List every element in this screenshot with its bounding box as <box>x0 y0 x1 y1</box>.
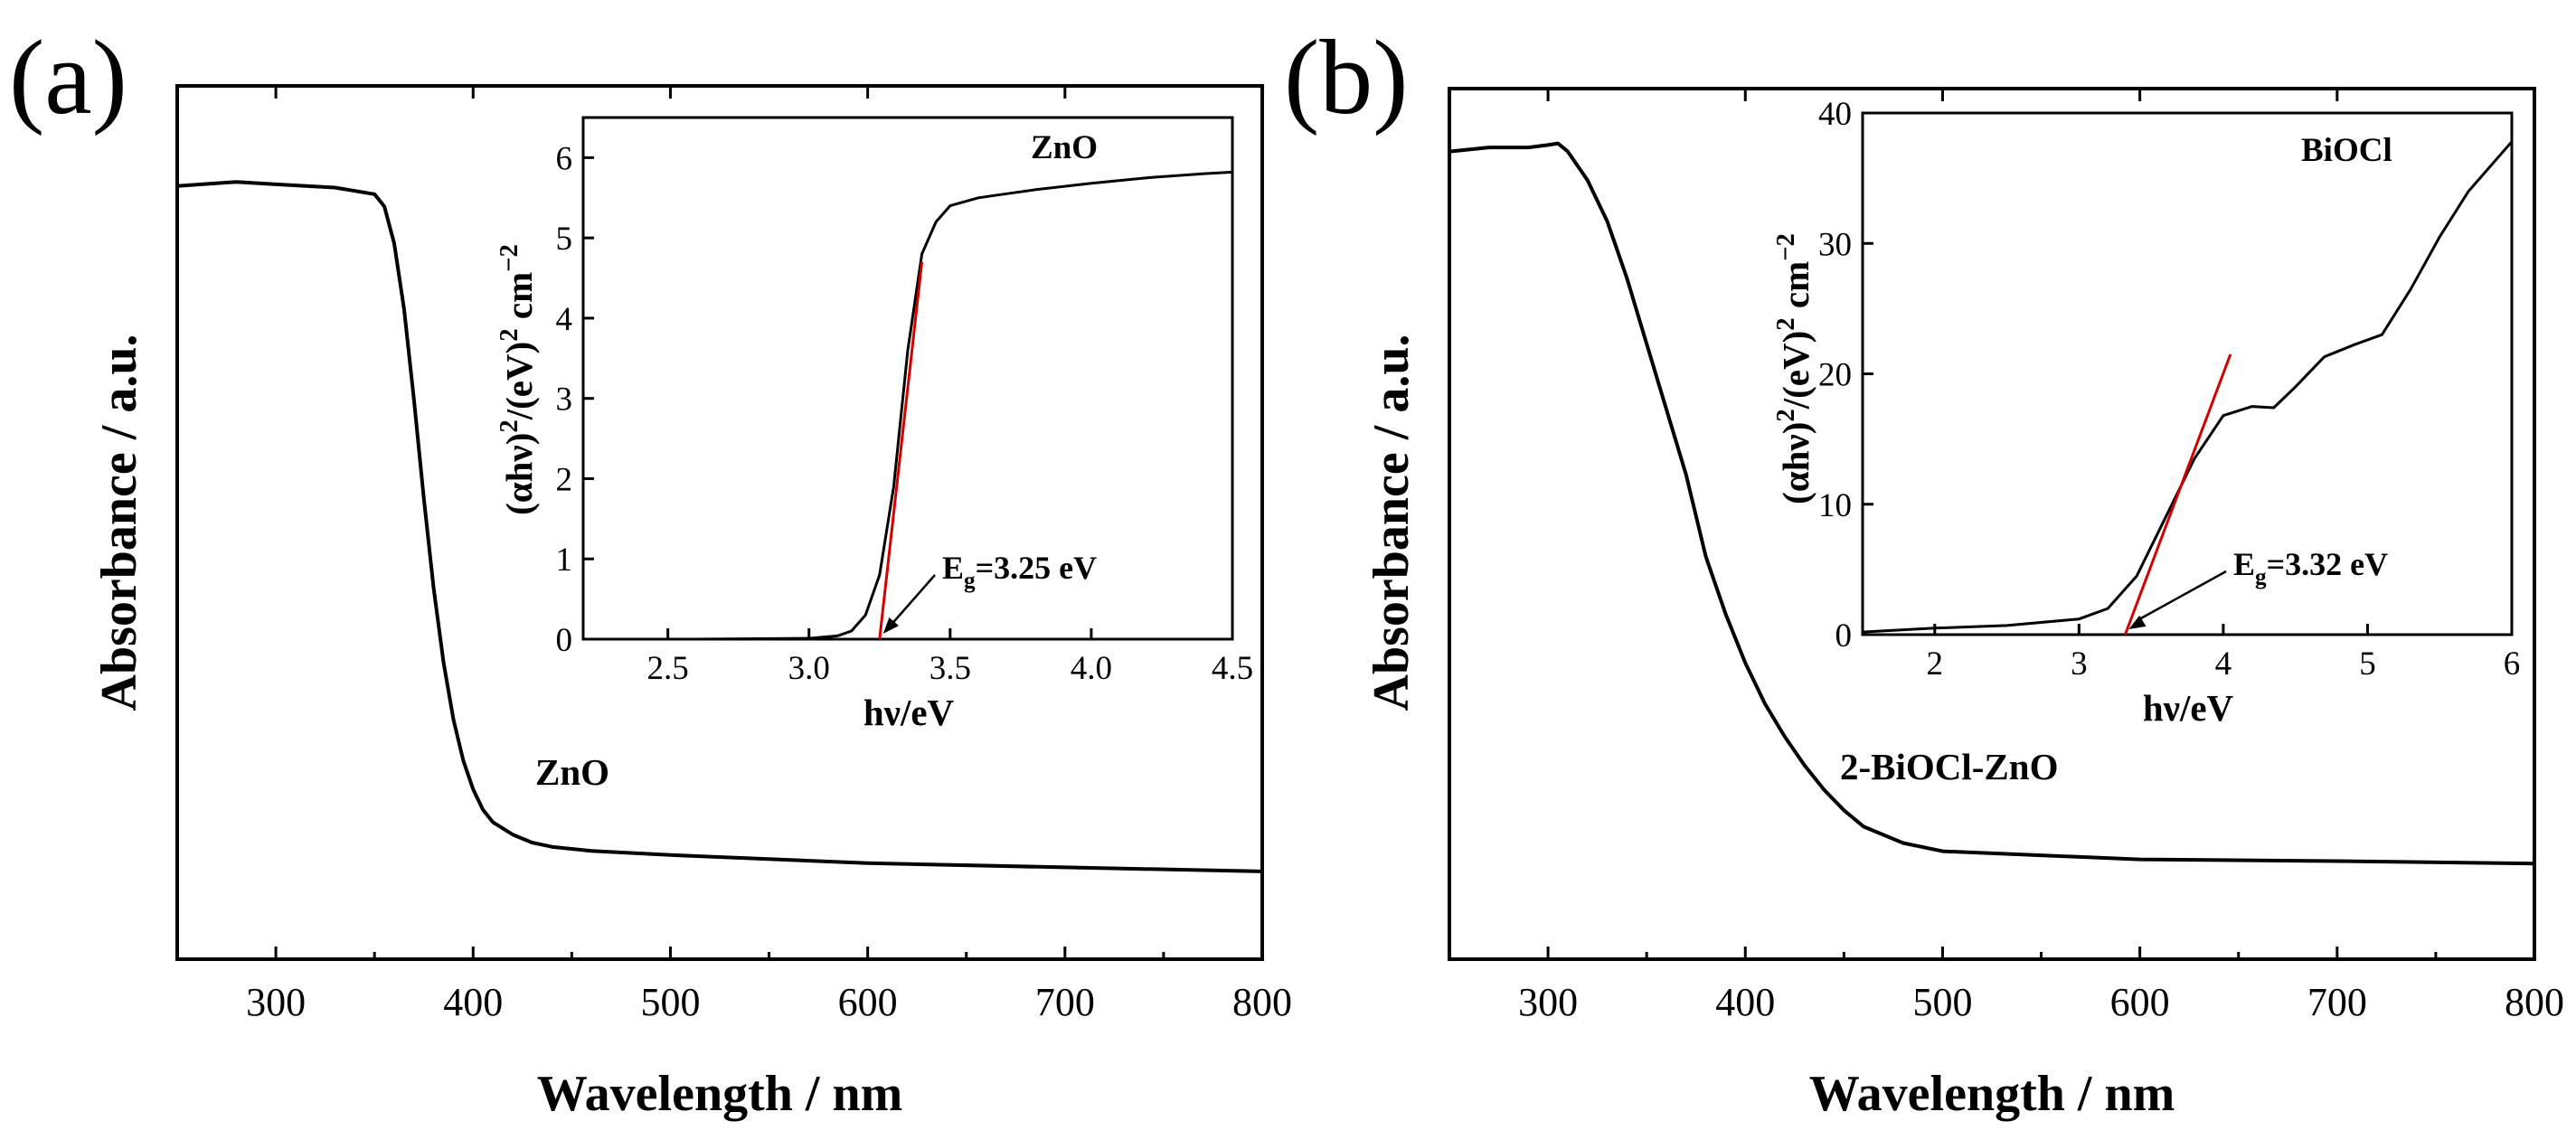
x-tick-label: 800 <box>1232 980 1292 1024</box>
panel-a-inset-curve <box>583 170 1233 641</box>
panel-b-plot-frame <box>1448 87 2536 961</box>
panel-a-inset-x-tick-labels: 2.5 3.0 3.5 4.0 4.5 <box>647 650 1254 687</box>
x-tick-label: 400 <box>443 980 503 1024</box>
x-tick-label: 700 <box>1035 980 1095 1024</box>
panel-b-bandgap-label: Eg=3.32 eV <box>2233 546 2388 589</box>
x-tick-label: 500 <box>1912 980 1972 1024</box>
inset-y-tick-label: 2 <box>556 461 573 498</box>
panel-a: (a) 300 400 500 600 700 800 ZnO Wavelength / … <box>9 18 1292 1122</box>
panel-b-inset-curve <box>1862 140 2514 634</box>
inset-x-tick-label: 4 <box>2215 645 2232 683</box>
x-tick-label: 600 <box>838 980 898 1024</box>
panel-a-inset-y-axis-label: (αhν)2/(eV)2 cm−2 <box>495 244 540 515</box>
panel-b-series-label: 2-BiOCl-ZnO <box>1840 746 2058 787</box>
inset-x-tick-label: 2.5 <box>647 650 689 687</box>
x-tick-label: 600 <box>2110 980 2170 1024</box>
panel-b-y-axis-label: Absorbance / a.u. <box>1363 334 1420 711</box>
panel-b-inset-y-tick-labels: 0 10 20 30 40 <box>1818 96 1852 655</box>
panel-b-inset: 2 3 4 5 6 0 10 20 30 40 Eg=3.32 eV BiOCl hν/eV (… <box>1771 96 2520 729</box>
inset-y-tick-label: 6 <box>556 140 573 177</box>
x-tick-label: 300 <box>246 980 306 1024</box>
inset-y-tick-label: 30 <box>1818 226 1852 263</box>
panel-a-inset: 2.5 3.0 3.5 4.0 4.5 0 1 2 3 4 5 6 Eg=3.25 eV ZnO h… <box>495 116 1254 733</box>
panel-a-y-axis-label: Absorbance / a.u. <box>91 334 147 711</box>
panel-a-x-tick-labels: 300 400 500 600 700 800 <box>246 980 1292 1024</box>
inset-y-tick-label: 40 <box>1818 96 1852 133</box>
panel-a-plot-frame <box>175 84 1264 961</box>
panel-b-bandgap-arrowhead <box>2128 615 2147 629</box>
panel-a-zno-curve <box>176 180 1263 873</box>
inset-x-tick-label: 2 <box>1927 645 1944 683</box>
inset-x-tick-label: 3 <box>2071 645 2088 683</box>
panel-a-inset-fit-line <box>878 261 924 640</box>
inset-x-tick-label: 4.0 <box>1071 650 1112 687</box>
panel-a-bandgap-arrowhead <box>882 617 899 634</box>
panel-b-inset-y-axis-label: (αhν)2/(eV)2 cm−2 <box>1771 233 1816 504</box>
inset-y-tick-label: 0 <box>1835 617 1853 655</box>
inset-x-tick-label: 3.0 <box>788 650 830 687</box>
inset-x-tick-label: 3.5 <box>929 650 971 687</box>
panel-a-x-ticks <box>274 86 1264 959</box>
panel-b-x-axis-label: Wavelength / nm <box>1809 1066 2175 1122</box>
panel-b-x-tick-labels: 300 400 500 600 700 800 <box>1518 980 2564 1024</box>
panel-a-bandgap-arrow <box>889 574 936 627</box>
panel-a-inset-x-axis-label: hν/eV <box>863 692 955 733</box>
inset-y-tick-label: 4 <box>556 301 573 338</box>
inset-y-tick-label: 0 <box>556 622 573 659</box>
panel-b-inset-fit-line <box>2123 353 2232 636</box>
panel-b-inset-y-ticks <box>1863 111 1873 636</box>
inset-y-tick-label: 3 <box>556 382 573 419</box>
x-tick-label: 700 <box>2307 980 2367 1024</box>
x-tick-label: 500 <box>640 980 700 1024</box>
x-tick-label: 300 <box>1518 980 1578 1024</box>
panel-b-inset-label: BiOCl <box>2301 132 2392 169</box>
inset-y-tick-label: 5 <box>556 221 573 258</box>
x-tick-label: 400 <box>1715 980 1775 1024</box>
panel-a-x-axis-label: Wavelength / nm <box>537 1066 902 1122</box>
panel-b-bioclzno-curve <box>1448 141 2535 866</box>
x-tick-label: 800 <box>2505 980 2564 1024</box>
panel-a-inset-y-tick-labels: 0 1 2 3 4 5 6 <box>556 140 573 659</box>
panel-a-series-label: ZnO <box>535 751 609 793</box>
panel-b-inset-x-axis-label: hν/eV <box>2143 687 2234 729</box>
panel-b: (b) 300 400 500 600 700 800 2-BiOCl-ZnO Wavel… <box>1284 18 2564 1122</box>
inset-y-tick-label: 10 <box>1818 487 1852 524</box>
panel-b-label: (b) <box>1284 18 1409 137</box>
inset-x-tick-label: 6 <box>2504 645 2521 683</box>
inset-x-tick-label: 4.5 <box>1212 650 1253 687</box>
panel-b-x-ticks <box>1546 89 2536 959</box>
panel-b-bandgap-arrow <box>2135 570 2227 623</box>
panel-b-inset-frame <box>1861 111 2514 636</box>
inset-y-tick-label: 20 <box>1818 357 1852 394</box>
panel-a-inset-x-ticks <box>666 628 1234 639</box>
panel-a-label: (a) <box>9 18 127 137</box>
panel-b-inset-x-tick-labels: 2 3 4 5 6 <box>1927 645 2521 683</box>
inset-x-tick-label: 5 <box>2359 645 2376 683</box>
panel-a-bandgap-label: Eg=3.25 eV <box>942 550 1097 593</box>
inset-y-tick-label: 1 <box>556 542 573 579</box>
panel-a-inset-label: ZnO <box>1031 129 1098 166</box>
